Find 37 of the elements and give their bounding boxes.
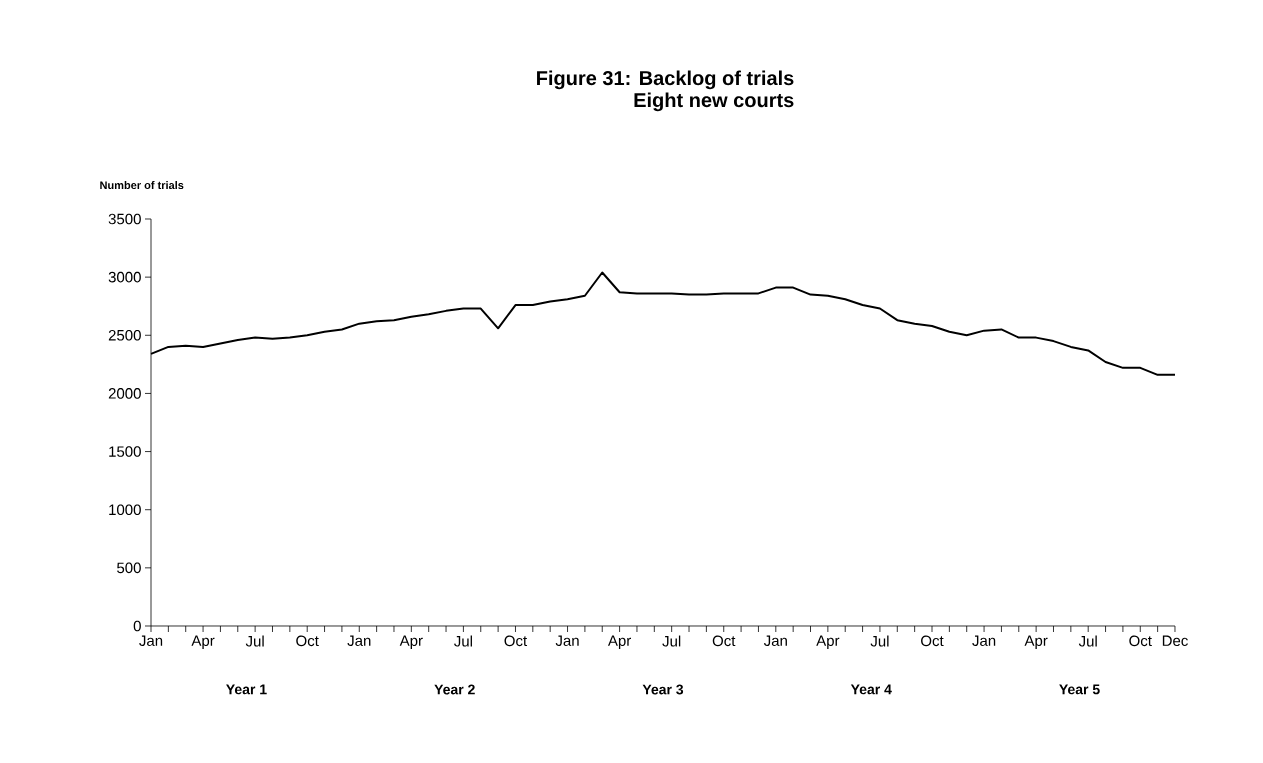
- x-tick-label: Oct: [712, 635, 736, 647]
- x-tick-label: Jul: [662, 635, 681, 647]
- x-tick-label: Jan: [763, 635, 787, 646]
- text: Year 1: [226, 684, 267, 695]
- x-tick-label: Apr: [1024, 635, 1048, 649]
- text: Year 2: [434, 684, 475, 695]
- x-tick-label: Jul: [1078, 635, 1097, 647]
- x-tick-label: Apr: [191, 635, 215, 649]
- y-tick-label: 3000: [108, 271, 141, 283]
- text: Year 4: [850, 684, 892, 695]
- y-tick-label: 1000: [109, 504, 141, 516]
- x-tick-label: Oct: [504, 635, 528, 647]
- y-tick-label: 3500: [108, 213, 141, 225]
- chart-subtitle: Eight new courts: [634, 92, 794, 112]
- x-tick-label: Jul: [870, 635, 889, 647]
- y-axis-title: Number of trials: [100, 181, 184, 190]
- text: Year 5: [1059, 684, 1100, 695]
- x-tick-label: Jan: [347, 635, 371, 646]
- x-tick-label: Apr: [399, 635, 423, 649]
- x-tick-label: Oct: [1129, 635, 1152, 647]
- x-tick-label: Jul: [454, 635, 472, 647]
- text: Year 3: [642, 684, 684, 695]
- y-tick-label: 0: [133, 620, 141, 632]
- y-tick-label: 2500: [108, 329, 141, 341]
- x-tick-label: Apr: [816, 635, 840, 649]
- x-tick-label: Dec: [1162, 635, 1188, 646]
- y-tick-label: 500: [117, 562, 141, 574]
- x-tick-label: Jan: [139, 635, 163, 646]
- chart-title: Figure 31: Backlog of trials: [537, 70, 794, 90]
- y-tick-label: 1500: [109, 446, 141, 457]
- x-tick-label: Oct: [921, 635, 944, 647]
- x-tick-label: Jul: [245, 635, 264, 647]
- x-tick-label: Apr: [607, 635, 632, 649]
- x-tick-label: Oct: [296, 635, 319, 647]
- y-tick-label: 2000: [108, 388, 141, 399]
- x-tick-label: Jan: [555, 635, 579, 646]
- x-tick-label: Jan: [972, 635, 996, 646]
